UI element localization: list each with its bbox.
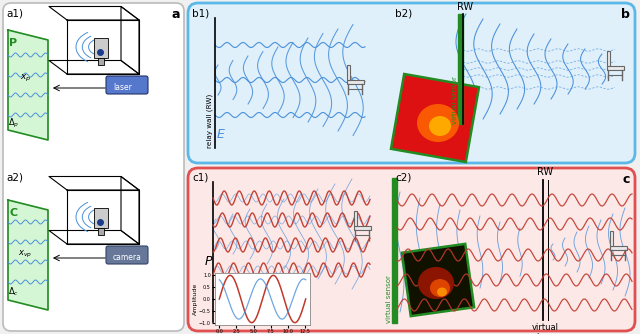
Bar — [458, 14, 463, 124]
Ellipse shape — [437, 288, 447, 297]
FancyBboxPatch shape — [188, 168, 635, 331]
Bar — [346, 65, 350, 80]
Text: C: C — [9, 208, 17, 218]
Ellipse shape — [417, 104, 459, 142]
FancyBboxPatch shape — [106, 76, 148, 94]
Text: $\Delta_p$: $\Delta_p$ — [8, 117, 19, 130]
Bar — [353, 211, 357, 226]
Text: virtual sensor: virtual sensor — [452, 76, 458, 124]
Ellipse shape — [418, 267, 454, 299]
Ellipse shape — [429, 116, 451, 136]
Y-axis label: Amplitude: Amplitude — [193, 283, 198, 315]
Bar — [609, 246, 627, 250]
Text: b2): b2) — [395, 8, 412, 18]
Polygon shape — [8, 200, 48, 310]
Text: b1): b1) — [192, 8, 209, 18]
Text: virtual sensor: virtual sensor — [386, 275, 392, 323]
Text: c1): c1) — [192, 173, 209, 183]
Text: relay wall (RW): relay wall (RW) — [207, 94, 213, 148]
Bar — [346, 80, 364, 84]
Ellipse shape — [430, 279, 450, 297]
Text: $x_{vp}$: $x_{vp}$ — [18, 248, 32, 260]
Bar — [609, 231, 613, 246]
Text: RW: RW — [457, 2, 473, 12]
Bar — [353, 226, 371, 230]
Text: laser: laser — [113, 83, 132, 92]
Polygon shape — [402, 244, 474, 316]
Polygon shape — [8, 30, 48, 140]
Text: a1): a1) — [6, 8, 23, 18]
Text: a: a — [172, 8, 180, 21]
Text: $x_p$: $x_p$ — [20, 73, 31, 85]
Text: virtual
lens: virtual lens — [531, 323, 559, 334]
Text: $\Delta_c$: $\Delta_c$ — [8, 286, 19, 299]
Bar — [97, 58, 104, 65]
FancyBboxPatch shape — [3, 3, 184, 331]
Bar — [94, 38, 108, 58]
Text: E: E — [217, 128, 225, 141]
Bar — [97, 228, 104, 235]
Bar — [392, 178, 397, 323]
FancyBboxPatch shape — [188, 3, 635, 163]
Text: RW: RW — [537, 167, 553, 177]
Bar — [607, 51, 610, 66]
Text: P: P — [205, 255, 212, 268]
FancyBboxPatch shape — [106, 246, 148, 264]
Bar — [607, 66, 623, 70]
Polygon shape — [391, 74, 479, 162]
Text: b: b — [621, 8, 630, 21]
Text: c: c — [623, 173, 630, 186]
Text: camera: camera — [113, 253, 142, 262]
Text: a2): a2) — [6, 172, 23, 182]
Text: c2): c2) — [395, 173, 412, 183]
Bar — [94, 208, 108, 228]
Text: P: P — [9, 38, 17, 48]
